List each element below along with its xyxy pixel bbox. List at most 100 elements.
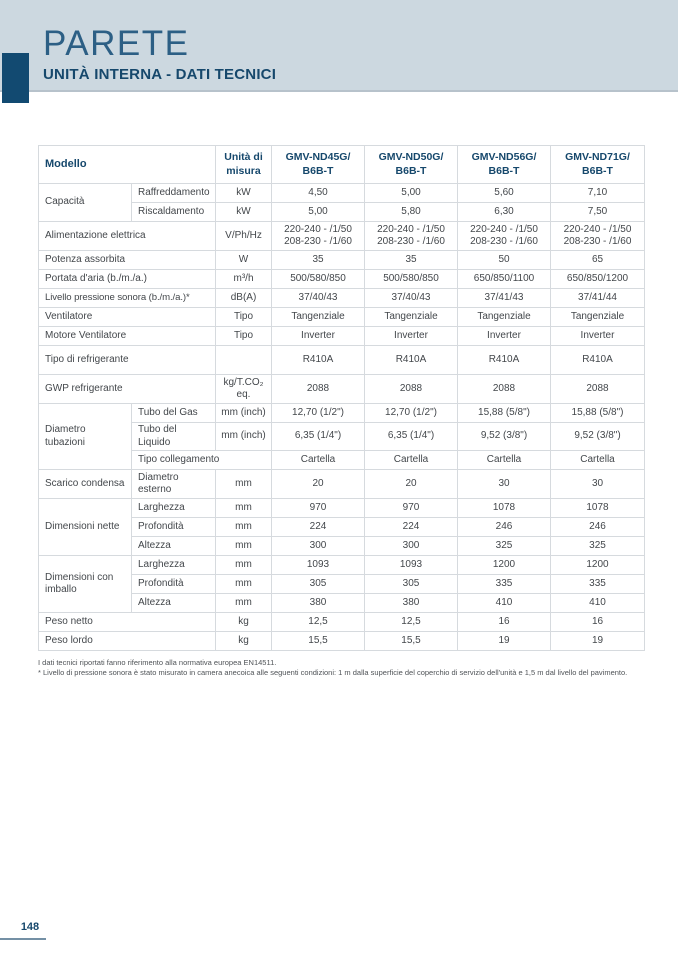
- value-cell: Inverter: [271, 326, 365, 346]
- value-cell: 325: [550, 536, 645, 556]
- table-row: GWP refrigerante kg/T.CO₂ eq. 2088 2088 …: [38, 374, 645, 404]
- value-cell: 650/850/1200: [550, 269, 645, 289]
- value-cell: Inverter: [457, 326, 551, 346]
- sub-label-cell: Profondità: [131, 574, 216, 594]
- model-header: GMV-ND56G/ B6B-T: [457, 145, 551, 184]
- table-row: Ventilatore Tipo Tangenziale Tangenziale…: [38, 307, 645, 327]
- table-row: Tubo del Liquido mm (inch) 6,35 (1/4") 6…: [39, 422, 645, 451]
- table-row: Capacità Raffreddamento kW 4,50 5,00 5,6…: [38, 183, 645, 222]
- value-cell: 20: [364, 469, 458, 499]
- value-cell: 500/580/850: [271, 269, 365, 289]
- label-cell: Alimentazione elettrica: [38, 221, 216, 251]
- value-cell: Tangenziale: [457, 307, 551, 327]
- value-cell: R410A: [271, 345, 365, 375]
- value-cell: R410A: [364, 345, 458, 375]
- footnote: * Livello di pressione sonora è stato mi…: [38, 667, 628, 677]
- value-cell: 12,70 (1/2"): [271, 403, 365, 423]
- table-row: Motore Ventilatore Tipo Inverter Inverte…: [38, 326, 645, 346]
- table-row: Peso lordo kg 15,5 15,5 19 19: [38, 631, 645, 651]
- unit-cell: kg: [215, 631, 272, 651]
- model-header: GMV-ND71G/ B6B-T: [550, 145, 645, 184]
- value-cell: Tangenziale: [364, 307, 458, 327]
- footnotes: I dati tecnici riportati fanno riferimen…: [38, 658, 644, 678]
- unit-cell: mm: [215, 498, 272, 518]
- value-cell: 37/40/43: [271, 288, 365, 308]
- label-cell: Peso lordo: [38, 631, 216, 651]
- value-cell: 9,52 (3/8"): [457, 422, 551, 451]
- value-cell: 35: [364, 250, 458, 270]
- sub-label-cell: Tubo del Liquido: [131, 422, 216, 451]
- value-cell: 19: [550, 631, 645, 651]
- value-cell: 37/41/43: [457, 288, 551, 308]
- unit-cell: mm: [215, 517, 272, 537]
- value-cell: 1200: [457, 555, 551, 575]
- value-cell: 2088: [457, 374, 551, 404]
- sub-label-cell: Tubo del Gas: [131, 403, 216, 423]
- page-number: 148: [20, 921, 40, 933]
- value-cell: 16: [457, 612, 551, 632]
- value-cell: 500/580/850: [364, 269, 458, 289]
- model-header: GMV-ND45G/ B6B-T: [271, 145, 365, 184]
- table-row: Dimensioni con imballo Larghezza mm 1093…: [38, 555, 645, 613]
- value-cell: 305: [364, 574, 458, 594]
- value-cell: 246: [457, 517, 551, 537]
- value-cell: 220-240 - /1/50 208-230 - /1/60: [457, 221, 551, 251]
- sub-label-cell: Altezza: [131, 593, 216, 613]
- table-row: Altezza mm 380 380 410 410: [39, 593, 645, 613]
- value-cell: 1093: [364, 555, 458, 575]
- unit-cell: V/Ph/Hz: [215, 221, 272, 251]
- sub-label-cell: Tipo collegamento: [131, 450, 272, 470]
- page-subtitle: UNITÀ INTERNA - DATI TECNICI: [43, 66, 277, 83]
- page-number-rule: [0, 938, 46, 940]
- model-column-header: Modello: [38, 145, 216, 184]
- value-cell: 335: [457, 574, 551, 594]
- value-cell: 12,5: [271, 612, 365, 632]
- unit-cell: mm: [215, 593, 272, 613]
- value-cell: 35: [271, 250, 365, 270]
- value-cell: R410A: [457, 345, 551, 375]
- value-cell: 335: [550, 574, 645, 594]
- value-cell: Cartella: [364, 450, 458, 470]
- value-cell: 220-240 - /1/50 208-230 - /1/60: [271, 221, 365, 251]
- value-cell: 6,30: [457, 202, 551, 222]
- table-row: Tipo di refrigerante R410A R410A R410A R…: [38, 345, 645, 375]
- unit-cell: [215, 345, 272, 375]
- table-header-row: Modello Unità di misura GMV-ND45G/ B6B-T…: [38, 145, 645, 184]
- label-cell: Peso netto: [38, 612, 216, 632]
- accent-square: [2, 53, 29, 103]
- value-cell: 970: [271, 498, 365, 518]
- value-cell: 16: [550, 612, 645, 632]
- value-cell: 20: [271, 469, 365, 499]
- unit-cell: kg/T.CO₂ eq.: [215, 374, 272, 404]
- value-cell: R410A: [550, 345, 645, 375]
- value-cell: 15,5: [271, 631, 365, 651]
- unit-cell: W: [215, 250, 272, 270]
- sub-label-cell: Larghezza: [131, 555, 216, 575]
- value-cell: 1093: [271, 555, 365, 575]
- value-cell: 300: [271, 536, 365, 556]
- value-cell: 380: [364, 593, 458, 613]
- sub-label-cell: Diametro esterno: [131, 469, 216, 499]
- table-row: Diametro tubazioni Tubo del Gas mm (inch…: [38, 403, 645, 470]
- value-cell: 1078: [550, 498, 645, 518]
- value-cell: 300: [364, 536, 458, 556]
- table-row: Potenza assorbita W 35 35 50 65: [38, 250, 645, 270]
- model-header: GMV-ND50G/ B6B-T: [364, 145, 458, 184]
- unit-cell: mm: [215, 469, 272, 499]
- value-cell: 1200: [550, 555, 645, 575]
- unit-cell: kW: [215, 183, 272, 203]
- value-cell: Tangenziale: [271, 307, 365, 327]
- tech-specs-table: Modello Unità di misura GMV-ND45G/ B6B-T…: [38, 145, 645, 651]
- label-cell: Portata d'aria (b./m./a.): [38, 269, 216, 289]
- page-title: PARETE: [43, 24, 190, 63]
- group-label-cell: Dimensioni con imballo: [38, 555, 132, 613]
- label-cell: Livello pressione sonora (b./m./a.)*: [38, 288, 216, 308]
- group-label-cell: Diametro tubazioni: [38, 403, 132, 470]
- unit-cell: mm: [215, 555, 272, 575]
- value-cell: 246: [550, 517, 645, 537]
- sub-label-cell: Larghezza: [131, 498, 216, 518]
- value-cell: 6,35 (1/4"): [364, 422, 458, 451]
- group-label-cell: Capacità: [38, 183, 132, 222]
- value-cell: 224: [271, 517, 365, 537]
- value-cell: 5,00: [364, 183, 458, 203]
